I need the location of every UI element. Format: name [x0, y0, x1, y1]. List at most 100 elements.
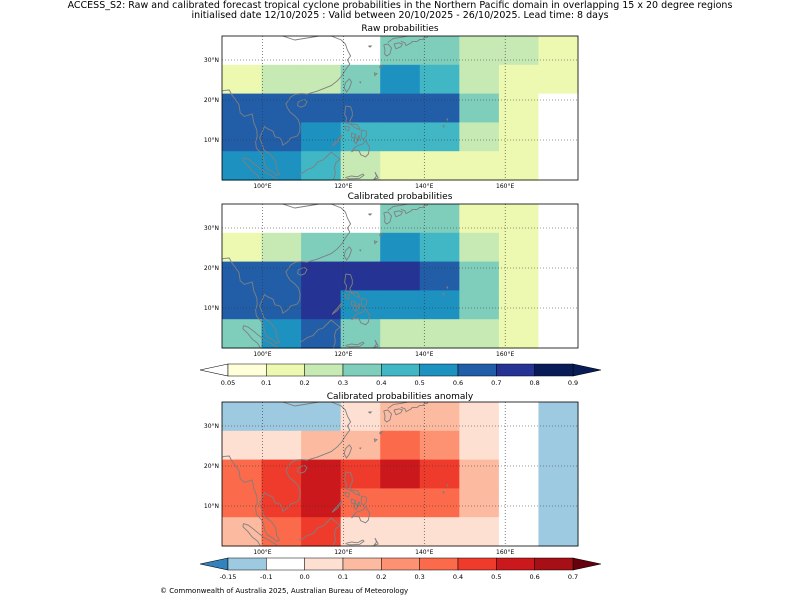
heatmap-cell — [419, 261, 460, 291]
heatmap-cell — [459, 517, 500, 547]
coastline — [344, 491, 350, 498]
lon-tick-label: 160°E — [496, 183, 514, 190]
coastline — [243, 157, 279, 180]
map-frame — [221, 401, 579, 547]
colorbar-swatch — [534, 557, 574, 571]
coastline — [446, 286, 449, 290]
heatmap-cell — [380, 151, 421, 181]
colorbar-tick-label: 0.4 — [453, 573, 463, 581]
heatmap-cell — [261, 36, 302, 66]
gridlines — [222, 402, 578, 546]
probability-colorbar: 0.05 0.1 0.2 0.3 0.4 0.5 0.6 0.7 0.8 0.9 — [199, 363, 602, 387]
heatmap-cell — [340, 232, 381, 263]
heatmap-cell — [261, 488, 302, 518]
heatmap-cell — [380, 459, 421, 489]
heatmap-cell — [222, 151, 263, 181]
coastline — [387, 204, 409, 211]
heatmap-cell — [498, 517, 540, 547]
coastline — [442, 293, 445, 297]
heatmap-cell — [538, 204, 579, 234]
colorbar-tick-label: 0.6 — [529, 573, 539, 581]
coastline — [400, 204, 428, 215]
heatmap-cell — [459, 93, 500, 123]
colorbar-swatch — [227, 557, 267, 571]
coastline — [446, 118, 449, 122]
colorbar-swatch — [496, 363, 535, 377]
heatmap-cell — [380, 430, 421, 461]
heatmap-cell — [538, 93, 579, 123]
coastline — [372, 537, 379, 546]
coastline — [297, 465, 308, 474]
anomaly-colorbar: -0.15 -0.1 0.0 0.1 0.2 0.3 0.4 0.5 0.6 0.7 — [199, 557, 602, 581]
coastline — [331, 500, 343, 513]
coastlines — [222, 204, 449, 348]
heatmap-cell — [340, 151, 381, 181]
heatmap-cell — [498, 459, 540, 489]
heatmap-cell — [459, 488, 500, 518]
colorbar-tick-label: 0.8 — [529, 379, 539, 387]
heatmap-cell — [419, 93, 460, 123]
coastline — [373, 72, 378, 77]
heatmap-cell — [498, 204, 540, 234]
colorbar-tick-label: 0.3 — [414, 573, 424, 581]
coastline — [393, 42, 404, 50]
coastline — [373, 438, 378, 443]
colorbar-swatch — [227, 363, 267, 377]
coastline — [442, 125, 445, 129]
coastline — [356, 135, 361, 143]
coastline — [359, 447, 362, 450]
lon-tick-label: 120°E — [334, 351, 352, 358]
heatmap-cell — [498, 93, 540, 123]
coastline — [383, 43, 392, 57]
coastline — [372, 339, 379, 348]
raw-probabilities-map: 100°E 120°E 140°E 160°E 30°N 20°N 10°N — [204, 35, 579, 190]
heatmap-cell — [340, 93, 381, 123]
coastline — [360, 297, 367, 309]
heatmap-cell — [459, 402, 500, 432]
coastline — [393, 408, 404, 416]
coastline — [345, 173, 365, 180]
coastline — [222, 36, 352, 176]
colorbar-tick-label: 0.1 — [338, 573, 348, 581]
heatmap-cell — [222, 232, 263, 263]
coastline — [360, 129, 367, 141]
heatmap-cell — [340, 488, 381, 518]
heatmap-cell — [301, 488, 342, 518]
gridlines — [222, 204, 578, 348]
lat-tick-label: 30°N — [204, 225, 219, 232]
heatmap-cell — [419, 402, 460, 432]
heatmap-cell — [380, 204, 421, 234]
figure-title-line2: initialised date 12/10/2025 : Valid betw… — [191, 10, 609, 21]
heatmap-cell — [538, 151, 579, 181]
lon-tick-label: 100°E — [253, 183, 271, 190]
heatmap-cell — [459, 36, 500, 66]
heatmap-cell — [301, 36, 342, 66]
map-frame — [221, 35, 579, 181]
coastlines — [222, 402, 449, 546]
coastline — [242, 157, 261, 180]
heatmap-cell — [498, 36, 540, 66]
coastline — [373, 240, 378, 245]
heatmap-cell — [340, 402, 381, 432]
heatmap-cell — [459, 459, 500, 489]
heatmap-cell — [498, 319, 540, 349]
coastline — [345, 539, 365, 546]
coastline — [222, 402, 352, 542]
heatmap-cell — [301, 459, 342, 489]
heatmap-cell — [261, 430, 302, 461]
calibrated-panel-title: Calibrated probabilities — [347, 192, 453, 202]
heatmap-cell — [340, 430, 381, 461]
heatmap-cell — [538, 459, 579, 489]
gridlines — [222, 36, 578, 180]
heatmap-cell — [538, 261, 579, 291]
coastline — [393, 210, 404, 218]
coastline — [351, 132, 357, 139]
coastline — [383, 409, 392, 423]
heatmap-cell — [498, 402, 540, 432]
heatmap-cell — [222, 459, 263, 489]
heatmap-cell — [380, 93, 421, 123]
coastlines — [222, 36, 449, 180]
heatmap-cell — [459, 64, 500, 95]
heatmap-cell — [261, 517, 302, 547]
coastline — [368, 411, 373, 414]
